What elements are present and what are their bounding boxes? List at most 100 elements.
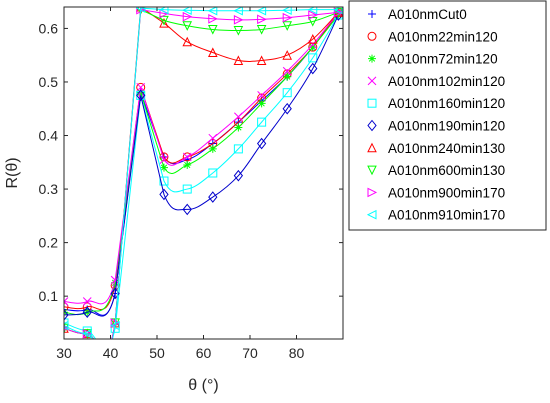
- data-point: [282, 7, 292, 16]
- data-point: [159, 188, 169, 201]
- y-tick-label: 0.4: [39, 128, 59, 144]
- series-A010nm102min120: [64, 8, 343, 306]
- y-tick-label: 0.1: [39, 288, 59, 304]
- series-A010nm910min170: [64, 7, 343, 339]
- data-point: [82, 328, 92, 339]
- data-point: [159, 155, 169, 164]
- legend-box: [348, 0, 547, 231]
- data-point: [233, 26, 244, 36]
- legend-marker: [367, 187, 378, 198]
- y-tick-label: 0.2: [39, 235, 59, 251]
- data-point: [257, 99, 266, 108]
- data-point: [182, 11, 193, 22]
- data-point: [257, 91, 266, 100]
- data-point: [82, 297, 92, 306]
- y-axis-label: R(θ): [4, 157, 21, 188]
- series-A010nm190min120: [64, 9, 343, 321]
- data-point: [159, 163, 168, 172]
- data-point: [208, 133, 218, 143]
- legend-marker: [367, 142, 377, 153]
- legend-marker: [367, 165, 377, 176]
- data-point: [182, 7, 192, 16]
- data-point: [159, 176, 169, 186]
- data-point: [208, 168, 218, 178]
- legend-entry: A010nm910min170: [388, 208, 505, 223]
- data-point: [159, 15, 169, 26]
- y-tick-label: 0.3: [39, 181, 59, 197]
- data-point: [233, 15, 244, 25]
- data-point: [307, 34, 318, 44]
- data-point: [282, 12, 293, 23]
- x-tick-label: 30: [56, 345, 72, 361]
- legend-entry: A010nm22min120: [388, 29, 498, 44]
- data-point: [333, 7, 343, 15]
- data-point: [233, 7, 243, 16]
- data-point: [282, 102, 292, 115]
- data-point: [282, 66, 292, 76]
- legend-marker: [367, 119, 377, 132]
- x-axis-label: θ (°): [188, 377, 218, 394]
- data-point: [307, 7, 318, 15]
- data-point: [158, 7, 169, 15]
- legend-marker: [366, 209, 377, 220]
- data-point: [110, 275, 120, 285]
- data-point: [282, 50, 293, 60]
- data-point: [256, 55, 267, 66]
- data-point: [135, 7, 146, 13]
- legend-marker: [367, 98, 377, 108]
- data-point: [208, 191, 218, 203]
- data-point: [207, 47, 218, 58]
- data-point: [308, 62, 318, 75]
- x-tick-label: 60: [196, 345, 212, 361]
- x-tick-label: 50: [149, 345, 165, 361]
- data-point: [111, 278, 120, 287]
- data-point: [110, 320, 120, 331]
- legend-marker: [368, 54, 376, 63]
- data-point: [182, 203, 192, 216]
- data-point: [182, 152, 192, 162]
- x-tick-label: 70: [242, 345, 258, 361]
- legend-entry: A010nm900min170: [388, 185, 505, 200]
- data-point: [136, 88, 145, 97]
- series-A010nm72min120: [64, 11, 343, 317]
- data-point: [333, 7, 343, 18]
- data-point: [208, 13, 218, 24]
- data-point: [82, 306, 92, 319]
- data-point: [256, 24, 267, 35]
- legend: A010nmCut0 A010nm22min120 A010nm72min120 A0…: [348, 0, 547, 231]
- series-line: [64, 14, 339, 317]
- data-point: [182, 36, 193, 47]
- legend-entry: A010nm160min120: [388, 96, 505, 111]
- data-point: [256, 137, 267, 150]
- series-line: [64, 9, 339, 339]
- data-point: [308, 10, 318, 20]
- data-point: [183, 160, 192, 169]
- data-point: [233, 144, 243, 154]
- data-point: [282, 21, 293, 31]
- data-point: [159, 17, 169, 28]
- data-point: [256, 7, 267, 16]
- legend-entry: A010nm190min120: [388, 119, 505, 134]
- legend-entry: A010nm72min120: [388, 52, 498, 67]
- legend-marker: [367, 76, 377, 86]
- data-point: [234, 112, 243, 122]
- data-point: [182, 21, 193, 31]
- data-point: [208, 144, 217, 153]
- x-tick-label: 40: [103, 345, 119, 361]
- y-tick-label: 0.5: [39, 74, 59, 90]
- data-point: [182, 184, 192, 194]
- data-point: [257, 117, 267, 127]
- legend-entry: A010nmCut0: [388, 7, 467, 22]
- data-point: [64, 302, 69, 312]
- data-point: [207, 24, 218, 35]
- legend-marker: [367, 31, 377, 41]
- data-point: [136, 89, 146, 102]
- data-point: [233, 169, 244, 182]
- data-point: [182, 152, 192, 162]
- data-point: [308, 53, 318, 63]
- data-point: [64, 309, 69, 321]
- data-point: [283, 72, 292, 81]
- data-point: [234, 123, 243, 132]
- legend-entry: A010nm240min130: [388, 141, 505, 156]
